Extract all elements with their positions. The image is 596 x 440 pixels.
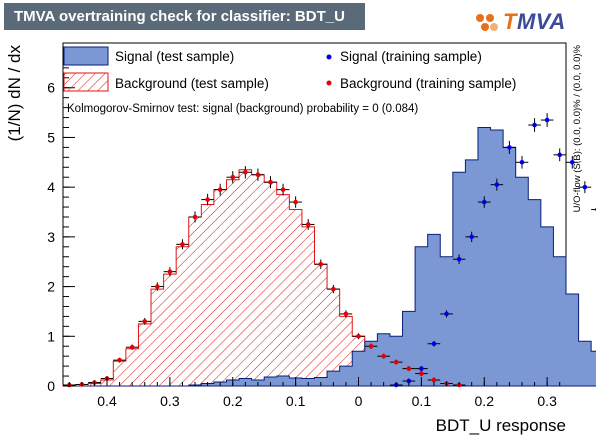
background-train-point — [243, 169, 248, 175]
background-train-point — [142, 319, 148, 324]
background-train-point — [305, 222, 311, 227]
background-train-point — [230, 174, 236, 180]
background-train-point — [393, 359, 399, 365]
background-train-point — [431, 377, 437, 383]
y-tick-label: 5 — [47, 129, 55, 145]
logo-rest: MVA — [516, 9, 566, 34]
signal-train-point — [557, 152, 563, 158]
y-tick-label: 2 — [47, 279, 55, 295]
background-train-point — [167, 269, 173, 274]
legend-signal-test-label: Signal (test sample) — [115, 49, 234, 64]
legend-signal-train-marker — [326, 54, 332, 60]
background-train-point — [192, 214, 198, 220]
y-axis-label: (1/N) dN / dx — [5, 45, 24, 142]
signal-train-point — [456, 256, 462, 262]
background-train-point — [129, 344, 135, 350]
legend-background-train-label: Background (training sample) — [340, 76, 516, 91]
signal-train-point — [444, 311, 449, 317]
y-tick-label: 6 — [47, 80, 55, 96]
x-tick-label: 0.3 — [160, 393, 180, 409]
background-train-point — [280, 187, 286, 192]
background-train-point — [255, 172, 261, 178]
signal-train-point — [582, 184, 588, 190]
background-train-point — [293, 199, 298, 205]
y-tick-label: 1 — [47, 328, 55, 344]
background-train-point — [356, 333, 361, 339]
background-train-point — [117, 357, 122, 363]
x-tick-label: 0.2 — [223, 393, 243, 409]
signal-train-point — [431, 341, 437, 347]
background-train-point — [368, 343, 374, 349]
overflow-info-text: U/O-flow (S,B): (0.0, 0.0)% / (0.0, 0.0)… — [572, 44, 583, 212]
signal-train-point — [507, 145, 512, 150]
x-tick-label: 0.4 — [97, 393, 117, 409]
y-tick-label: 0 — [47, 378, 55, 394]
background-train-point — [318, 261, 324, 267]
legend-signal-test-swatch — [63, 46, 109, 66]
background-train-point — [268, 179, 273, 185]
logo-dot — [490, 23, 498, 31]
chart-title: TMVA overtraining check for classifier: … — [4, 3, 365, 30]
signal-test-histogram — [63, 127, 596, 387]
signal-train-point — [569, 160, 575, 165]
signal-train-point — [519, 160, 525, 165]
signal-train-point — [469, 234, 474, 240]
legend-background-test-label: Background (test sample) — [115, 76, 269, 91]
x-tick-label: 0.2 — [475, 393, 495, 409]
x-tick-label: 0.1 — [286, 393, 306, 409]
legend-signal-train-label: Signal (training sample) — [340, 49, 482, 64]
legend-background-train-marker — [326, 80, 332, 86]
signal-train-point — [406, 378, 412, 384]
signal-train-point — [494, 182, 500, 187]
signal-train-point — [532, 122, 537, 128]
logo-dot — [481, 23, 489, 31]
logo-dot — [486, 14, 494, 22]
x-tick-label: 0.3 — [537, 393, 557, 409]
background-train-point — [217, 187, 223, 192]
legend-background-test-swatch — [63, 72, 109, 92]
logo-dot — [476, 14, 484, 22]
x-tick-label: 0.1 — [412, 393, 432, 409]
ks-test-text: Kolmogorov-Smirnov test: signal (backgro… — [67, 103, 418, 115]
signal-train-point — [544, 117, 550, 123]
background-train-point — [155, 284, 160, 289]
y-tick-label: 4 — [47, 179, 55, 195]
background-train-point — [381, 353, 386, 359]
background-train-point — [419, 371, 424, 376]
logo-first-letter: T — [503, 9, 517, 34]
x-tick-label: 0 — [355, 393, 363, 409]
signal-train-point — [481, 199, 487, 205]
background-train-point — [180, 242, 185, 247]
background-train-point — [205, 197, 210, 202]
background-train-point — [331, 286, 336, 292]
x-axis-label: BDT_U response — [436, 416, 566, 435]
background-train-point — [343, 311, 349, 317]
background-train-point — [406, 366, 412, 371]
y-tick-label: 3 — [47, 229, 55, 245]
signal-train-point — [419, 366, 424, 371]
tmva-logo: TMVA — [503, 9, 566, 35]
